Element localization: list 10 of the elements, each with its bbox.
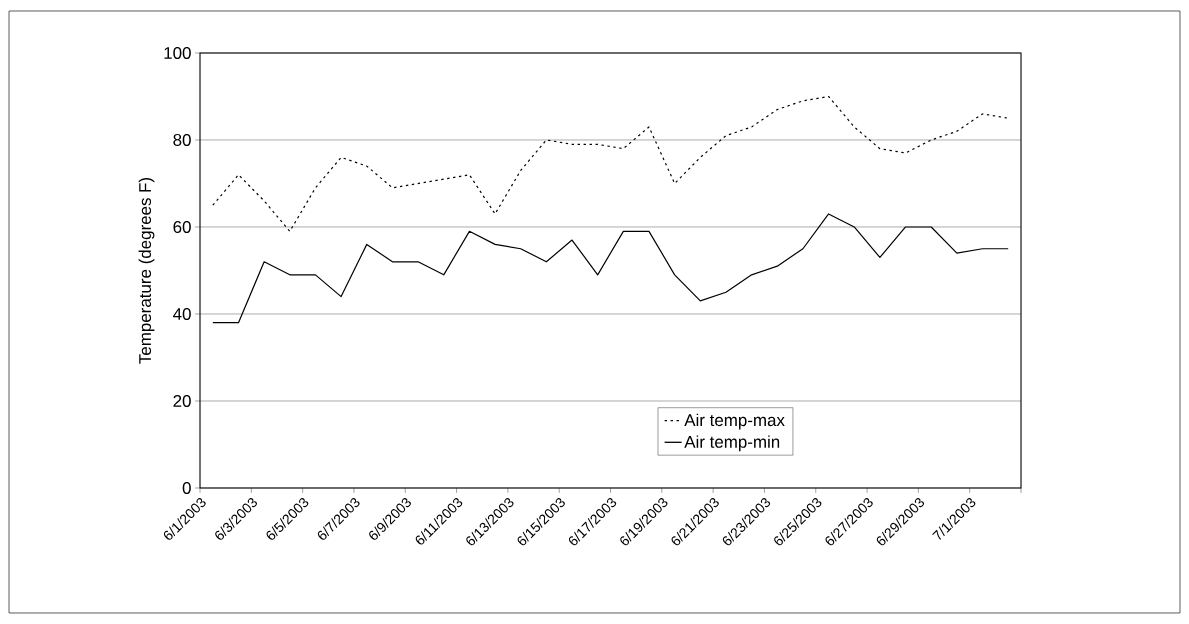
legend-label: Air temp-min xyxy=(684,435,780,452)
y-axis-title: Temperature (degrees F) xyxy=(138,177,155,364)
y-tick-label: 0 xyxy=(182,481,191,494)
y-tick-label: 60 xyxy=(173,220,191,233)
y-tick-label: 100 xyxy=(164,46,191,59)
y-tick-label: 20 xyxy=(173,394,191,407)
legend-label: Air temp-max xyxy=(684,413,785,430)
y-tick-label: 40 xyxy=(173,307,191,320)
y-tick-label: 80 xyxy=(173,133,191,146)
line-series xyxy=(212,213,1009,324)
